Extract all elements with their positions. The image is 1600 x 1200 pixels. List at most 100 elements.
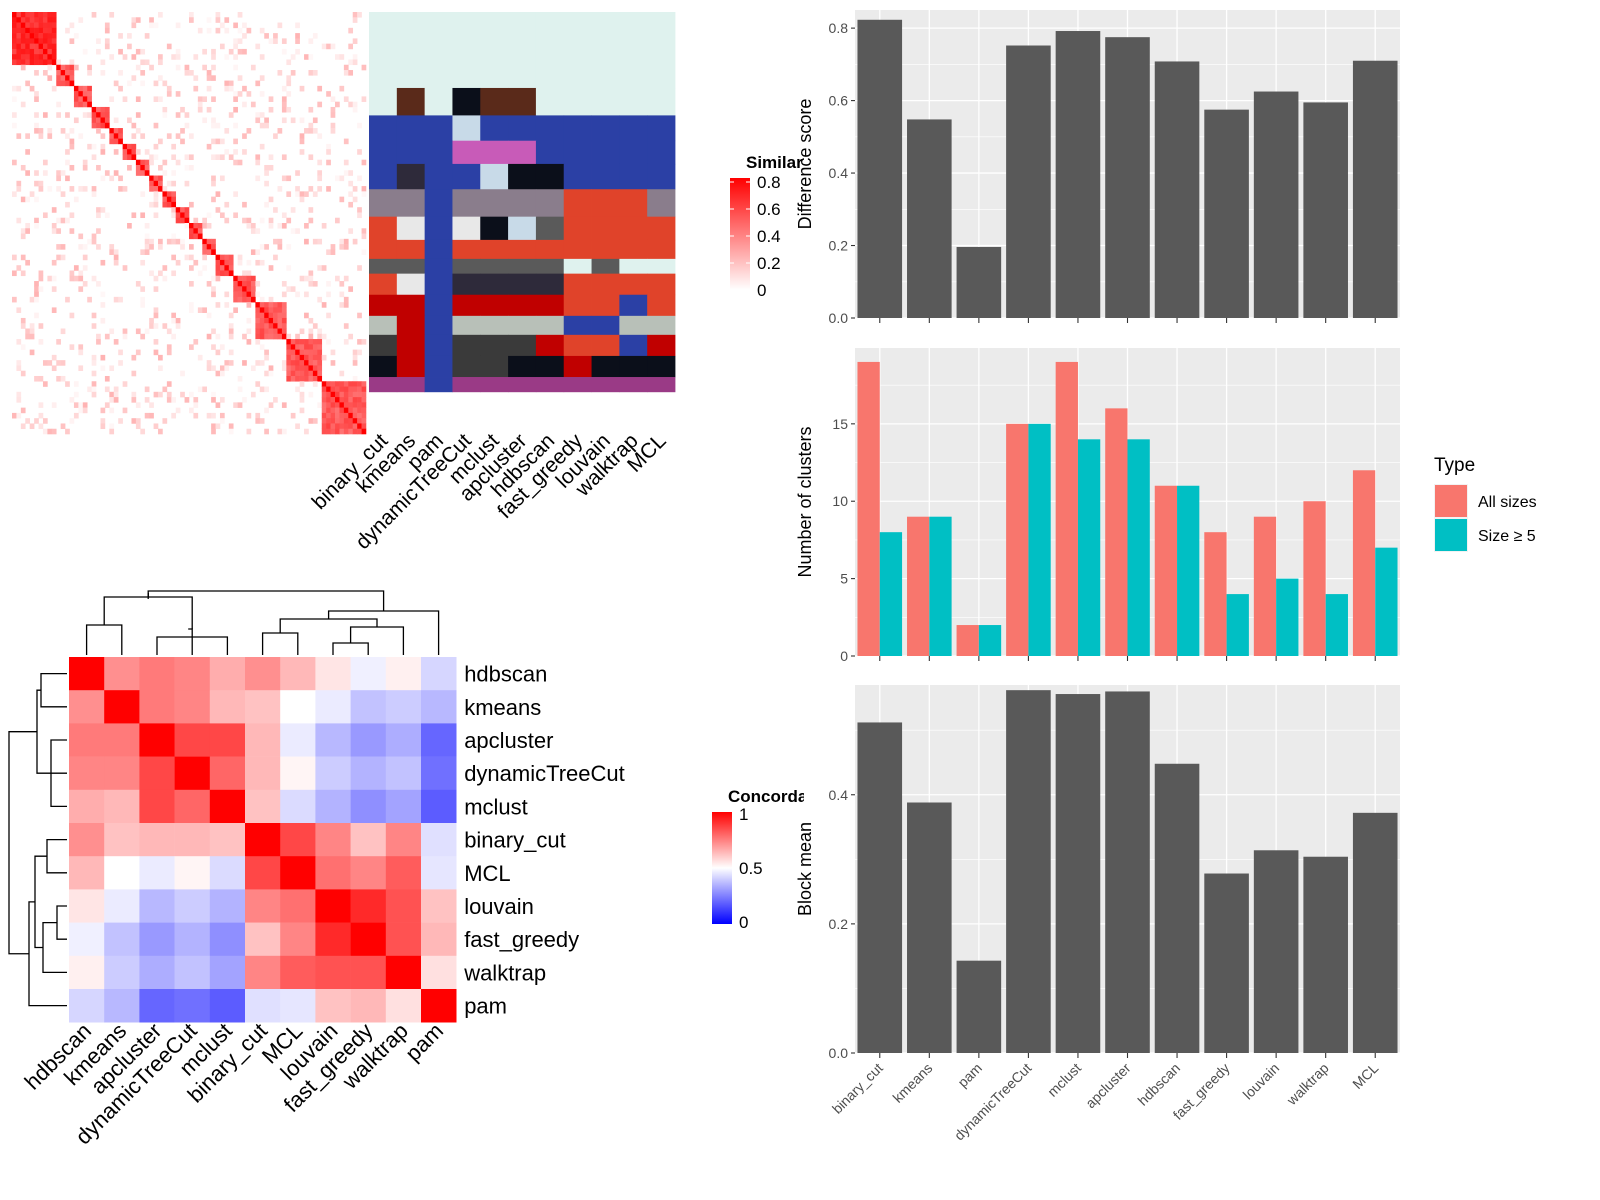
bar-size-ge5	[1375, 547, 1398, 656]
similarity-cell	[113, 259, 119, 266]
cluster-cell	[591, 258, 620, 275]
similarity-cell	[335, 428, 340, 435]
similarity-cell	[211, 196, 216, 203]
similarity-cell	[281, 291, 287, 298]
similarity-cell	[304, 339, 309, 345]
cluster-cell	[424, 189, 453, 218]
similarity-cell	[233, 54, 238, 60]
concordance-cell	[104, 756, 140, 791]
similarity-cell	[175, 407, 181, 414]
similarity-cell	[38, 12, 44, 18]
similarity-cell	[20, 22, 26, 29]
similarity-cell	[259, 317, 265, 324]
similarity-cell	[348, 191, 354, 197]
similarity-cell	[326, 402, 331, 408]
similarity-cell	[60, 75, 66, 81]
similarity-cell	[219, 418, 225, 424]
similarity-cell	[304, 223, 309, 229]
similarity-cell	[224, 259, 230, 266]
similarity-cell	[237, 259, 243, 266]
cluster-cell	[563, 140, 592, 165]
similarity-cell	[60, 191, 66, 197]
similarity-cell	[189, 265, 194, 271]
similarity-cell	[228, 428, 234, 435]
similarity-cell	[149, 64, 154, 71]
similarity-cell	[25, 48, 30, 55]
similarity-cell	[211, 75, 216, 81]
similarity-cell	[308, 275, 314, 282]
similarity-cell	[321, 223, 327, 229]
similarity-cell	[361, 386, 367, 393]
similarity-cell	[56, 217, 61, 224]
similarity-cell	[189, 254, 194, 261]
similarity-cell	[250, 365, 256, 372]
similarity-cell	[38, 402, 44, 408]
similarity-cell	[281, 323, 287, 329]
similarity-cell	[211, 328, 216, 335]
similarity-cell	[281, 85, 287, 92]
similarity-cell	[153, 186, 159, 192]
similarity-cell	[202, 386, 207, 393]
similarity-cell	[357, 391, 362, 398]
concordance-cell	[245, 889, 281, 923]
cluster-cell	[424, 377, 453, 393]
similarity-cell	[277, 328, 283, 335]
similarity-cell	[38, 27, 44, 34]
similarity-cell	[250, 101, 256, 108]
similarity-cell	[202, 217, 207, 224]
cluster-cell	[563, 258, 592, 275]
bar-all-sizes	[907, 516, 930, 656]
similarity-cell	[357, 149, 362, 155]
similarity-cell	[171, 317, 177, 324]
similarity-cell	[330, 106, 336, 113]
similarity-cell	[206, 85, 212, 92]
similarity-cell	[224, 54, 230, 60]
similarity-cell	[290, 365, 296, 372]
similarity-cell	[38, 38, 44, 44]
similarity-cell	[34, 48, 39, 55]
similarity-cell	[242, 133, 247, 139]
similarity-cell	[304, 360, 309, 366]
similarity-cell	[38, 412, 44, 419]
similarity-cell	[171, 180, 177, 187]
cluster-cell	[591, 239, 620, 260]
similarity-cell	[100, 149, 106, 155]
similarity-cell	[299, 339, 305, 345]
similarity-cell	[69, 275, 75, 282]
similarity-cell	[175, 22, 181, 29]
similarity-cell	[87, 143, 92, 150]
similarity-cell	[51, 228, 57, 234]
similarity-cell	[42, 159, 48, 166]
similarity-cell	[304, 275, 309, 282]
similarity-cell	[281, 117, 287, 124]
similarity-cell	[175, 217, 181, 224]
similarity-cell	[73, 91, 79, 97]
cluster-cell	[396, 12, 426, 89]
similarity-cell	[82, 407, 88, 414]
similarity-cell	[47, 64, 53, 71]
similarity-cell	[51, 402, 57, 408]
similarity-cell	[184, 254, 190, 261]
similarity-cell	[29, 43, 35, 50]
similarity-cell	[304, 128, 309, 134]
similarity-cell	[127, 154, 132, 161]
similarity-cell	[12, 122, 17, 129]
similarity-cell	[361, 339, 367, 345]
similarity-cell	[246, 339, 252, 345]
similarity-cell	[25, 38, 30, 44]
similarity-cell	[34, 128, 39, 134]
similarity-cell	[361, 391, 367, 398]
similarity-cell	[295, 365, 300, 372]
similarity-cell	[295, 354, 300, 361]
similarity-cell	[339, 423, 345, 430]
similarity-cell	[47, 186, 53, 192]
concordance-cell	[104, 856, 140, 890]
cluster-cell	[452, 273, 481, 296]
concordance-cell	[209, 657, 246, 691]
similarity-cell	[326, 397, 331, 403]
similarity-cell	[91, 106, 97, 113]
similarity-cell	[286, 344, 292, 350]
similarity-cell	[321, 333, 327, 340]
similarity-cell	[158, 175, 163, 182]
